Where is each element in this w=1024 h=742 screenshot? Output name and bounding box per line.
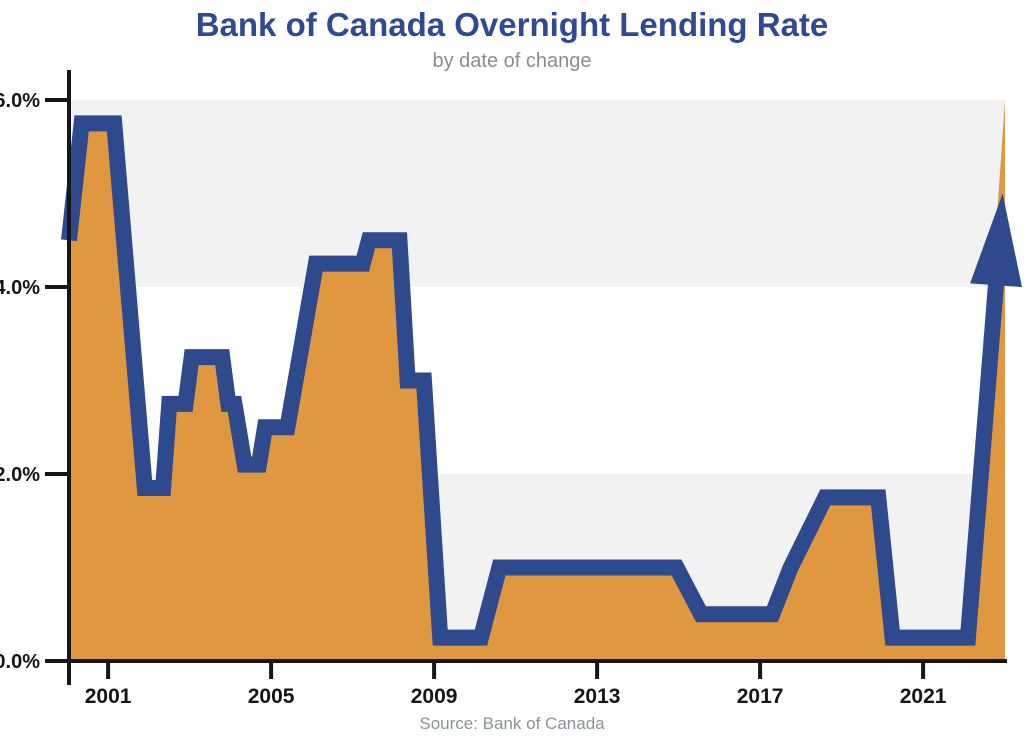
x-tick-label: 2009 <box>411 685 458 708</box>
y-axis-line <box>67 70 71 685</box>
x-tick-label: 2013 <box>574 685 621 708</box>
source-note: Source: Bank of Canada <box>419 714 605 733</box>
y-tick <box>45 285 69 289</box>
y-tick-label: 6.0% <box>0 90 40 112</box>
trend-arrowhead <box>970 193 1022 288</box>
chart-subtitle: by date of change <box>432 50 592 72</box>
x-tick <box>432 663 437 679</box>
x-tick <box>106 663 111 679</box>
x-axis-line <box>45 659 1007 663</box>
x-tick-label: 2021 <box>900 685 947 708</box>
x-tick <box>758 663 763 679</box>
y-tick-label: 2.0% <box>0 464 40 486</box>
x-tick-label: 2017 <box>737 685 784 708</box>
rate-line <box>61 115 1006 646</box>
rate-area <box>69 100 1005 661</box>
y-tick <box>45 98 69 102</box>
y-tick <box>45 659 69 663</box>
chart-title: Bank of Canada Overnight Lending Rate <box>195 6 829 43</box>
x-tick-label: 2005 <box>248 685 295 708</box>
plot-band-0 <box>69 100 1005 287</box>
x-tick <box>269 663 274 679</box>
x-tick <box>921 663 926 679</box>
x-tick-label: 2001 <box>85 685 132 708</box>
y-tick <box>45 472 69 476</box>
y-tick-label: 4.0% <box>0 277 40 299</box>
x-tick <box>595 663 600 679</box>
y-tick-label: 0.0% <box>0 651 40 673</box>
